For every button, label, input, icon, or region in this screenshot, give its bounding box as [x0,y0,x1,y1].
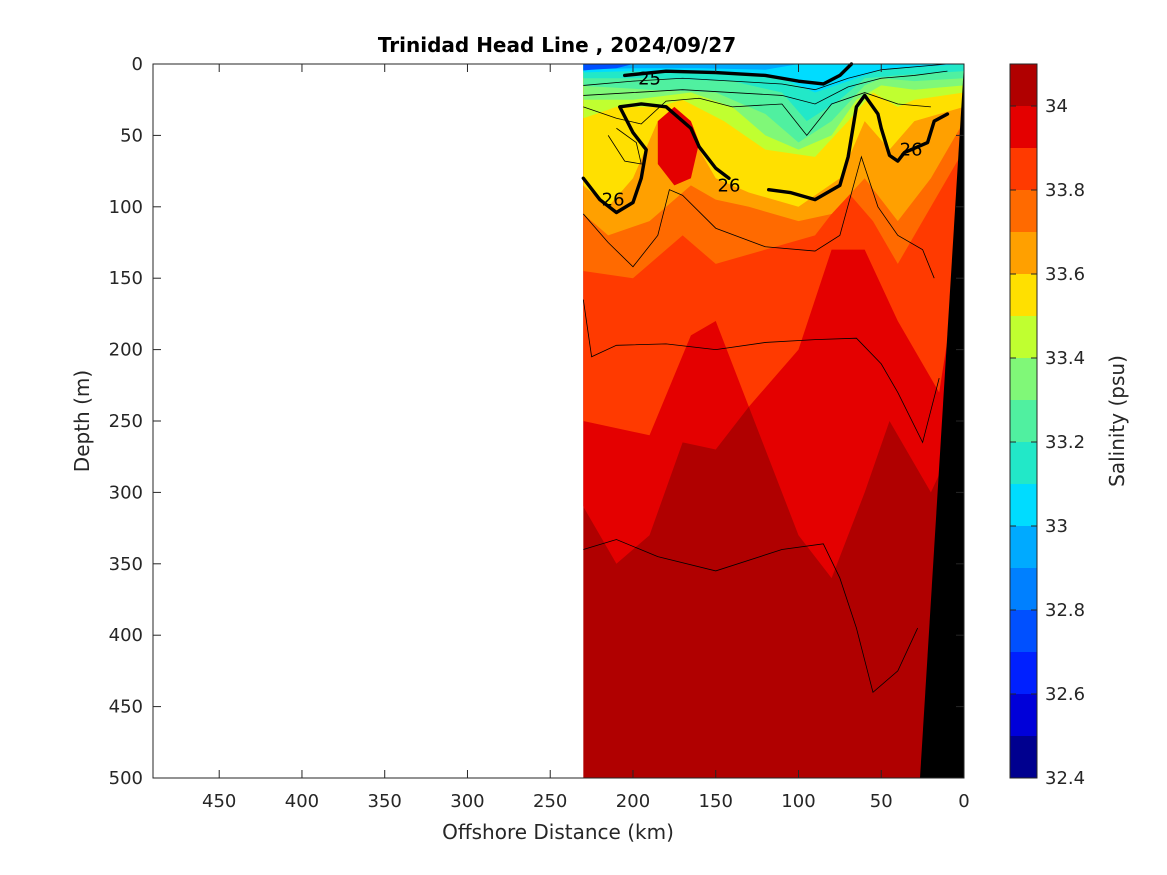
thick-contour-26-1 [581,102,731,215]
thin-contour-3 [607,127,642,165]
thin-contour-0 [583,63,948,91]
colorbar-swatch-7 [1010,442,1037,484]
colorbar [1009,63,1038,779]
colorbar-tick-label-33.2: 33.2 [1045,432,1085,453]
x-tick-label-200: 200 [616,791,650,812]
colorbar-swatch-9 [1010,358,1037,400]
x-tick-label-300: 300 [450,791,484,812]
colorbar-swatch-6 [1010,484,1037,526]
density-label-0: 25 [638,68,661,89]
x-tick-label-250: 250 [533,791,567,812]
bathymetry-shelf [920,64,964,778]
colorbar-ticks: 34 33.8 33.6 33.4 33.2 33 32.8 32.6 32.4 [1010,96,1085,789]
colorbar-swatch-10 [1010,316,1037,358]
colorbar-swatch-3 [1010,610,1037,652]
colorbar-tick-label-33.8: 33.8 [1045,180,1085,201]
colorbar-swatch-15 [1010,106,1037,148]
colorbar-swatch-1 [1010,694,1037,736]
colorbar-swatch-16 [1010,64,1037,106]
y-tick-label-450: 450 [109,697,143,718]
thin-contour-6 [583,539,919,694]
thick-contour-25-0 [623,62,854,86]
y-tick-label-400: 400 [109,625,143,646]
density-label-2: 26 [718,175,741,196]
colorbar-swatch-13 [1010,190,1037,232]
colorbar-swatch-2 [1010,652,1037,694]
colorbar-swatch-0 [1010,736,1037,778]
y-axis-label: Depth (m) [70,370,94,472]
y-tick-label-150: 150 [109,268,143,289]
x-tick-label-150: 150 [699,791,733,812]
plot-area: 25 26 26 26 [152,62,965,779]
colorbar-tick-label-34: 34 [1045,96,1068,117]
colorbar-tick-label-32.4: 32.4 [1045,768,1085,789]
thick-density-contours [581,62,950,215]
y-tick-label-50: 50 [120,125,143,146]
salinity-band-3295 [583,64,799,70]
y-axis: 0 50 100 150 200 250 300 350 400 450 500 [109,54,964,789]
density-contour-labels: 25 26 26 26 [602,68,923,210]
colorbar-swatch-8 [1010,400,1037,442]
density-label-3: 26 [900,140,923,161]
colorbar-label: Salinity (psu) [1105,355,1129,487]
thick-contour-26-2 [766,93,950,202]
colorbar-frame [1009,63,1038,779]
colorbar-tick-label-32.8: 32.8 [1045,600,1085,621]
x-tick-label-50: 50 [870,791,893,812]
y-tick-label-100: 100 [109,197,143,218]
salinity-core-deep [657,620,741,778]
y-tick-label-350: 350 [109,554,143,575]
x-axis: 450 400 350 300 250 200 150 100 50 0 [202,64,970,812]
y-tick-label-300: 300 [109,482,143,503]
chart-title: Trinidad Head Line , 2024/09/27 [378,33,736,57]
thin-contour-4 [583,155,935,279]
x-tick-label-100: 100 [781,791,815,812]
colorbar-swatch-11 [1010,274,1037,316]
y-tick-label-250: 250 [109,411,143,432]
x-tick-label-350: 350 [368,791,402,812]
salinity-band-3275 [583,64,633,71]
colorbar-swatch-5 [1010,526,1037,568]
colorbar-swatch-4 [1010,568,1037,610]
y-tick-label-500: 500 [109,768,143,789]
colorbar-tick-label-33.4: 33.4 [1045,348,1085,369]
colorbar-tick-label-32.6: 32.6 [1045,684,1085,705]
colorbar-tick-label-33.6: 33.6 [1045,264,1085,285]
x-axis-label: Offshore Distance (km) [442,820,674,844]
colorbar-swatch-14 [1010,148,1037,190]
salinity-band-3325 [583,64,964,143]
thin-contour-2 [583,92,931,137]
thin-contour-1 [583,70,948,105]
y-tick-label-200: 200 [109,340,143,361]
y-tick-label-0: 0 [132,54,143,75]
density-label-1: 26 [602,190,625,211]
colorbar-swatch-12 [1010,232,1037,274]
thin-contour-5 [582,299,940,444]
x-tick-label-400: 400 [285,791,319,812]
x-tick-label-0: 0 [958,791,969,812]
thin-density-contours [582,63,948,694]
x-tick-label-450: 450 [202,791,236,812]
salinity-section-field [583,64,964,778]
colorbar-tick-label-33: 33 [1045,516,1068,537]
